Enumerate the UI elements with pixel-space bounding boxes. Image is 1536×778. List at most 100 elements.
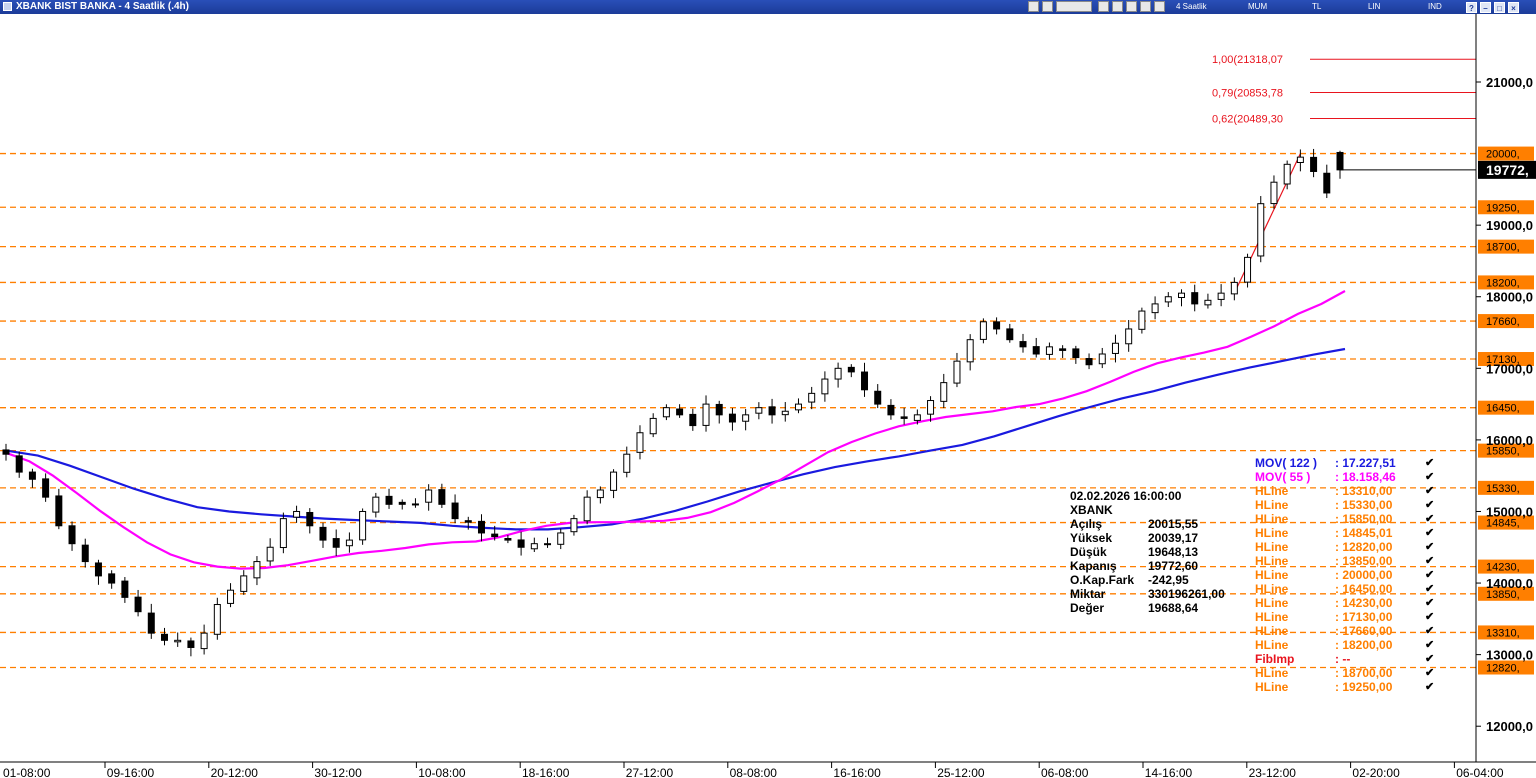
window-icon xyxy=(3,2,12,11)
hline-price-label: 15850, xyxy=(1486,446,1520,458)
draw-icon[interactable] xyxy=(1126,1,1137,12)
visibility-check-icon[interactable]: ✔ xyxy=(1425,569,1435,581)
info-label: Düşük xyxy=(1070,545,1107,559)
candle-up xyxy=(702,403,710,426)
visibility-check-icon[interactable]: ✔ xyxy=(1425,555,1435,567)
save-icon[interactable] xyxy=(1154,1,1165,12)
legend-row[interactable]: HLine: 17130,00 ✔ xyxy=(1255,610,1445,624)
indicator-icon[interactable] xyxy=(1042,1,1053,12)
hline-price-label: 17130, xyxy=(1486,354,1520,366)
zoom-icon[interactable] xyxy=(1112,1,1123,12)
candle-up xyxy=(953,360,961,384)
legend-row[interactable]: HLine: 15850,00 ✔ xyxy=(1255,512,1445,526)
period-selector[interactable]: 4 Saatlik xyxy=(1176,2,1207,11)
legend-row[interactable]: HLine: 14230,00 ✔ xyxy=(1255,596,1445,610)
candle-down xyxy=(160,633,168,641)
visibility-check-icon[interactable]: ✔ xyxy=(1425,681,1435,693)
time-tick-label: 10-08:00 xyxy=(418,766,466,778)
settings-icon[interactable] xyxy=(1140,1,1151,12)
candle-up xyxy=(927,400,935,415)
candle-up xyxy=(821,378,829,395)
candle-up xyxy=(240,575,248,592)
info-value: 330196261,00 xyxy=(1148,587,1225,601)
legend-row[interactable]: MOV( 122 ): 17.227,51 ✔ xyxy=(1255,456,1445,470)
candle-up xyxy=(808,392,816,403)
legend-row[interactable]: HLine: 14845,01 ✔ xyxy=(1255,526,1445,540)
fib-level-label: 0,79(20853,78 xyxy=(1212,87,1283,99)
legend-row[interactable]: HLine: 16450,00 ✔ xyxy=(1255,582,1445,596)
legend-row[interactable]: HLine: 20000,00 ✔ xyxy=(1255,568,1445,582)
visibility-check-icon[interactable]: ✔ xyxy=(1425,485,1435,497)
candle-down xyxy=(28,471,36,480)
visibility-check-icon[interactable]: ✔ xyxy=(1425,597,1435,609)
visibility-check-icon[interactable]: ✔ xyxy=(1425,653,1435,665)
legend-row[interactable]: HLine: 13310,00 ✔ xyxy=(1255,484,1445,498)
candle-down xyxy=(134,596,142,613)
candle-down xyxy=(385,495,393,505)
visibility-check-icon[interactable]: ✔ xyxy=(1425,667,1435,679)
price-chart[interactable]: 1,00(21318,070,79(20853,780,62(20489,30 … xyxy=(0,14,1536,778)
symbol-box[interactable] xyxy=(1056,1,1092,12)
visibility-check-icon[interactable]: ✔ xyxy=(1425,499,1435,511)
chart-type-icon[interactable] xyxy=(1028,1,1039,12)
legend-row[interactable]: HLine: 19250,00 ✔ xyxy=(1255,680,1445,694)
candle-down xyxy=(676,408,684,416)
candle-down xyxy=(477,520,485,534)
hline-price-label: 13310, xyxy=(1486,627,1520,639)
candle-up xyxy=(544,543,552,546)
currency-selector[interactable]: TL xyxy=(1312,2,1322,11)
candle-down xyxy=(900,416,908,419)
legend-row[interactable]: HLine: 17660,00 ✔ xyxy=(1255,624,1445,638)
visibility-check-icon[interactable]: ✔ xyxy=(1425,625,1435,637)
hline-price-tag xyxy=(1478,586,1534,601)
legend-row[interactable]: HLine: 18200,00 ✔ xyxy=(1255,638,1445,652)
legend-row[interactable]: HLine: 15330,00 ✔ xyxy=(1255,498,1445,512)
legend-value: : 13310,00 xyxy=(1335,484,1393,498)
visibility-check-icon[interactable]: ✔ xyxy=(1425,471,1435,483)
visibility-check-icon[interactable]: ✔ xyxy=(1425,513,1435,525)
visibility-check-icon[interactable]: ✔ xyxy=(1425,583,1435,595)
legend-name: MOV( 122 ) xyxy=(1255,456,1318,470)
candle-up xyxy=(623,453,631,473)
legend-value: : 17660,00 xyxy=(1335,624,1393,638)
info-row: Miktar 330196261,00 xyxy=(1070,587,1250,601)
indicator-selector[interactable]: IND xyxy=(1428,2,1442,11)
legend-name: HLine xyxy=(1255,512,1289,526)
candle-down xyxy=(768,406,776,416)
candle-down xyxy=(68,525,76,545)
visibility-check-icon[interactable]: ✔ xyxy=(1425,541,1435,553)
legend-row[interactable]: FibImp: -- ✔ xyxy=(1255,652,1445,666)
time-tick-label: 18-16:00 xyxy=(522,766,570,778)
time-tick-label: 09-16:00 xyxy=(107,766,155,778)
mov-122-line xyxy=(5,347,1346,531)
last-price-label: 19772, xyxy=(1486,162,1529,178)
chart-style-selector[interactable]: MUM xyxy=(1248,2,1268,11)
candle-down xyxy=(1085,358,1093,366)
legend-row[interactable]: HLine: 13850,00 ✔ xyxy=(1255,554,1445,568)
legend-value: : 13850,00 xyxy=(1335,554,1393,568)
visibility-check-icon[interactable]: ✔ xyxy=(1425,527,1435,539)
help-icon[interactable]: ? xyxy=(1466,2,1477,13)
visibility-check-icon[interactable]: ✔ xyxy=(1425,457,1435,469)
candle-down xyxy=(108,573,116,584)
candle-up xyxy=(1125,328,1133,345)
grid-icon[interactable] xyxy=(1098,1,1109,12)
candle-up xyxy=(1098,353,1106,365)
candle-down xyxy=(411,503,419,506)
legend-row[interactable]: MOV( 55 ): 18.158,46 ✔ xyxy=(1255,470,1445,484)
candle-down xyxy=(1072,348,1080,359)
candle-up xyxy=(742,414,750,422)
candle-down xyxy=(332,538,340,548)
candle-up xyxy=(940,382,948,402)
scale-selector[interactable]: LIN xyxy=(1368,2,1381,11)
visibility-check-icon[interactable]: ✔ xyxy=(1425,639,1435,651)
close-icon[interactable]: × xyxy=(1508,2,1519,13)
time-tick-label: 30-12:00 xyxy=(314,766,362,778)
minimize-icon[interactable]: – xyxy=(1480,2,1491,13)
legend-row[interactable]: HLine: 18700,00 ✔ xyxy=(1255,666,1445,680)
maximize-icon[interactable]: □ xyxy=(1494,2,1505,13)
visibility-check-icon[interactable]: ✔ xyxy=(1425,611,1435,623)
legend-value: : 18.158,46 xyxy=(1335,470,1396,484)
legend-row[interactable]: HLine: 12820,00 ✔ xyxy=(1255,540,1445,554)
legend-name: HLine xyxy=(1255,666,1289,680)
